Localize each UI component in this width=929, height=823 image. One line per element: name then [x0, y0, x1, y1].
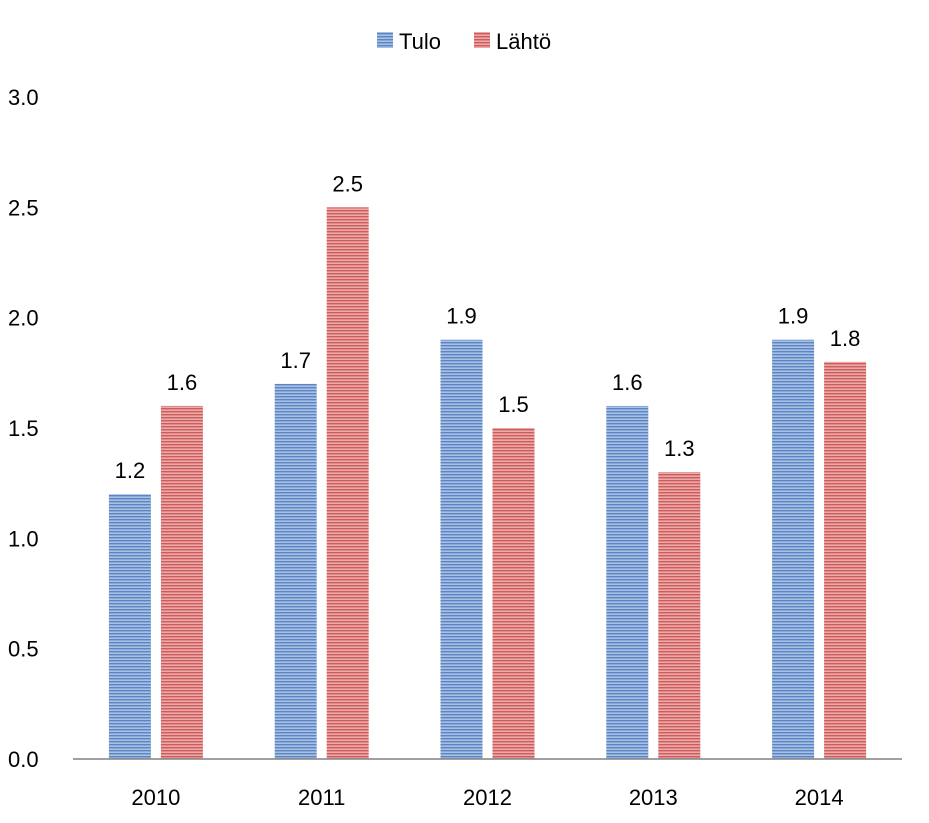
- bar-tulo-2011: [274, 383, 317, 759]
- data-label: 1.8: [830, 326, 861, 351]
- data-label: 1.9: [778, 304, 809, 329]
- bar-lähtö-2013: [658, 472, 701, 759]
- bars: 1.2 1.6 1.7 2.5 1.9 1.5 1.6 1.3 1.9 1.8: [108, 171, 867, 760]
- y-tick-label: 2.0: [8, 306, 39, 331]
- data-label: 1.9: [446, 304, 477, 329]
- legend-swatch-tulo: [377, 32, 393, 48]
- bar-lähtö-2011: [326, 207, 369, 760]
- y-tick-label: 1.0: [8, 526, 39, 551]
- data-label: 1.6: [167, 370, 198, 395]
- x-tick-label: 2011: [298, 785, 345, 810]
- data-label: 1.6: [612, 370, 643, 395]
- legend-swatch-lähtö: [474, 32, 490, 48]
- x-axis: 2010 2011 2012 2013 2014: [73, 758, 902, 810]
- legend-label: Lähtö: [496, 29, 551, 54]
- y-tick-label: 1.5: [8, 416, 39, 441]
- bar-lähtö-2010: [160, 405, 203, 759]
- x-tick-label: 2014: [795, 785, 844, 810]
- y-tick-label: 2.5: [8, 195, 39, 220]
- y-axis: 0.0 0.5 1.0 1.5 2.0 2.5 3.0: [8, 85, 39, 772]
- data-label: 1.3: [664, 436, 695, 461]
- legend: Tulo Lähtö: [377, 29, 551, 54]
- y-tick-label: 0.0: [8, 747, 39, 772]
- bar-lähtö-2014: [824, 361, 867, 759]
- data-label: 1.5: [498, 392, 529, 417]
- data-label: 2.5: [332, 171, 363, 196]
- x-tick-label: 2010: [131, 785, 180, 810]
- y-tick-label: 0.5: [8, 637, 39, 662]
- legend-label: Tulo: [399, 29, 441, 54]
- bar-lähtö-2012: [492, 428, 535, 759]
- y-tick-label: 3.0: [8, 85, 39, 110]
- bar-tulo-2012: [440, 339, 483, 759]
- data-label: 1.7: [280, 348, 311, 373]
- x-tick-label: 2012: [463, 785, 512, 810]
- bar-tulo-2010: [108, 494, 151, 759]
- bar-tulo-2014: [772, 339, 815, 759]
- x-tick-label: 2013: [629, 785, 678, 810]
- data-label: 1.2: [115, 458, 146, 483]
- bar-tulo-2013: [606, 405, 649, 759]
